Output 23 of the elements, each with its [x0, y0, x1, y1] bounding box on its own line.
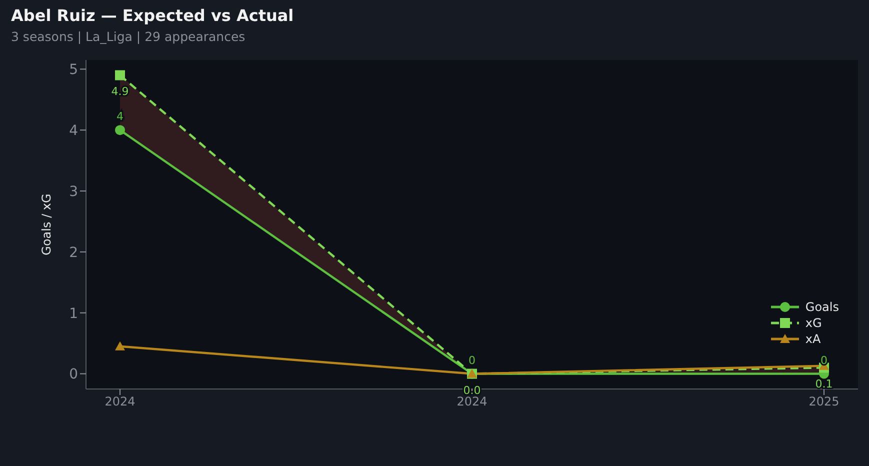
y-tick-label: 4 — [69, 123, 78, 140]
x-tick-label: 2024 — [456, 394, 488, 409]
y-tick-label: 2 — [69, 244, 78, 261]
point — [115, 70, 125, 80]
chart-subtitle: 3 seasons | La_Liga | 29 appearances — [11, 29, 246, 44]
data-label: 0.1 — [815, 378, 833, 391]
point — [115, 341, 125, 350]
y-axis-title: Goals / xG — [39, 194, 54, 256]
point — [115, 125, 125, 136]
legend-label: xA — [805, 332, 821, 346]
x-tick-label: 2024 — [104, 394, 136, 409]
y-tick-label: 3 — [69, 184, 78, 200]
data-label: 4.9 — [111, 85, 129, 98]
x-tick-label: 2025 — [808, 394, 840, 409]
y-tick-label: 0 — [69, 366, 78, 383]
data-label: 0 — [468, 354, 476, 367]
legend-label: Goals — [805, 300, 839, 314]
legend-label: xG — [805, 316, 822, 330]
y-tick-label: 5 — [69, 62, 78, 78]
data-label: 4 — [116, 110, 124, 124]
data-label: 0.0 — [463, 384, 481, 397]
y-tick-label: 1 — [69, 306, 78, 322]
chart-title: Abel Ruiz — Expected vs Actual — [11, 6, 294, 25]
